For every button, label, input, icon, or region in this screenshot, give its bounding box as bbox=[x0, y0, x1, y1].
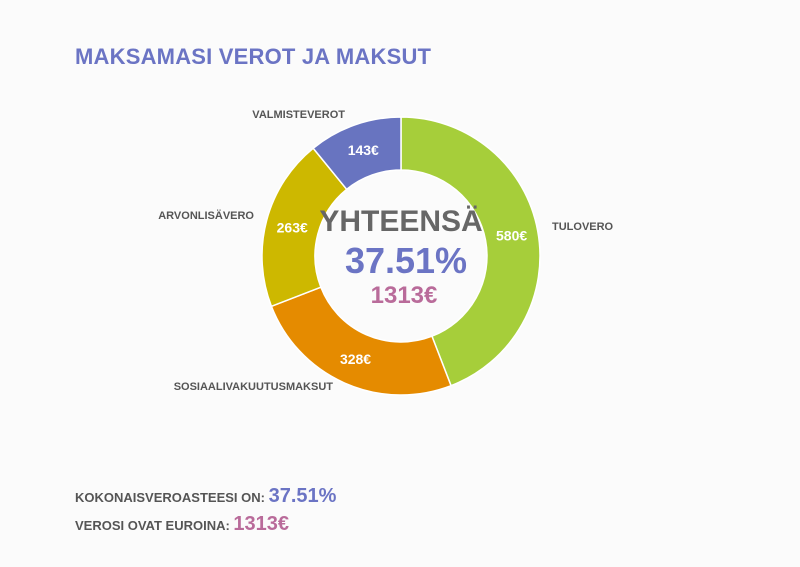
slice-value-label: 328€ bbox=[340, 351, 371, 367]
tax-rate-label: KOKONAISVEROASTEESI ON: bbox=[75, 490, 269, 505]
category-label: VALMISTEVEROT bbox=[252, 109, 345, 121]
center-title: YHTEENSÄ bbox=[319, 205, 482, 238]
tax-rate-value: 37.51% bbox=[268, 485, 337, 507]
tax-euro-label: VEROSI OVAT EUROINA: bbox=[75, 518, 234, 533]
slice-value-label: 580€ bbox=[496, 227, 527, 243]
category-label: ARVONLISÄVERO bbox=[158, 209, 254, 222]
tax-rate-summary: KOKONAISVEROASTEESI ON: 37.51% bbox=[75, 485, 336, 508]
center-total: 1313€ bbox=[371, 282, 438, 309]
donut-slice-1 bbox=[400, 116, 541, 387]
page-title: MAKSAMASI VEROT JA MAKSUT bbox=[75, 44, 432, 69]
slice-value-label: 143€ bbox=[348, 142, 379, 158]
center-percent: 37.51% bbox=[345, 240, 467, 281]
slice-value-label: 263€ bbox=[277, 219, 308, 235]
category-label: TULOVERO bbox=[552, 221, 614, 233]
tax-euro-summary: VEROSI OVAT EUROINA: 1313€ bbox=[75, 513, 289, 536]
tax-euro-value: 1313€ bbox=[233, 513, 290, 535]
category-label: SOSIAALIVAKUUTUSMAKSUT bbox=[174, 381, 334, 393]
donut-slice-4 bbox=[312, 116, 402, 191]
donut-slice-2 bbox=[270, 286, 452, 396]
